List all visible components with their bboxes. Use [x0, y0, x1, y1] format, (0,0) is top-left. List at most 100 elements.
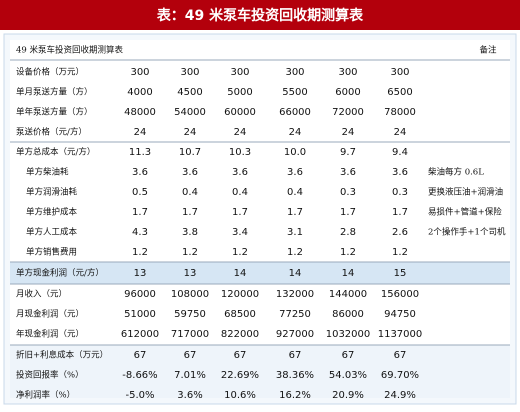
cell-value: 24	[234, 127, 247, 138]
row-label: 年现金利润（元）	[16, 329, 84, 340]
cell-value: 96000	[124, 289, 156, 300]
cell-value: 14	[234, 268, 247, 279]
cell-value: 24	[289, 127, 302, 138]
row-label: 月现金利润（元）	[16, 309, 84, 320]
cell-value: 3.6	[287, 167, 303, 178]
header-note: 备注	[479, 45, 497, 56]
cell-value: 822000	[221, 329, 259, 340]
cell-value: 0.5	[132, 187, 148, 198]
cell-value: 5500	[282, 87, 307, 98]
cell-value: 156000	[381, 289, 419, 300]
cell-value: 3.1	[287, 227, 303, 238]
cell-value: 1032000	[326, 329, 371, 340]
cell-value: 59750	[174, 309, 206, 320]
row-note: 柴油每方 0.6L	[428, 167, 484, 178]
cell-value: 3.6	[182, 167, 198, 178]
cell-value: 1137000	[378, 329, 423, 340]
cell-value: 10.0	[284, 147, 306, 158]
row-note: 易损件+管道+保险	[428, 207, 502, 218]
cell-value: 24	[134, 127, 147, 138]
row-label: 净利润率（%）	[16, 390, 75, 401]
cell-value: 300	[180, 67, 199, 78]
cell-value: 4.3	[132, 227, 148, 238]
cell-value: 1.7	[182, 207, 198, 218]
cell-value: 144000	[329, 289, 367, 300]
header-title: 49 米泵车投资回收期测算表	[16, 45, 124, 56]
row-note: 2个操作手+1个司机	[428, 227, 506, 238]
cell-value: 94750	[384, 309, 416, 320]
row-label: 单方维护成本	[26, 207, 78, 218]
row-label: 单方人工成本	[26, 227, 78, 238]
cell-value: 10.7	[179, 147, 201, 158]
cell-value: 1.7	[392, 207, 408, 218]
cell-value: 24	[342, 127, 355, 138]
cell-value: 6500	[387, 87, 412, 98]
cell-value: 14	[342, 268, 355, 279]
row-label: 单方润滑油耗	[26, 187, 78, 198]
title: 表：49 米泵车投资回收期测算表	[156, 7, 364, 24]
cell-value: 7.01%	[174, 370, 206, 381]
cell-value: 1.7	[287, 207, 303, 218]
cell-value: 120000	[221, 289, 259, 300]
cell-value: 51000	[124, 309, 156, 320]
cell-value: 3.6%	[177, 390, 202, 401]
row-label: 单月泵送方量（方）	[16, 87, 93, 98]
cell-value: -5.0%	[125, 390, 154, 401]
cell-value: 72000	[332, 107, 364, 118]
cell-value: 48000	[124, 107, 156, 118]
cell-value: 300	[285, 67, 304, 78]
cell-value: -8.66%	[122, 370, 157, 381]
cell-value: 13	[134, 268, 147, 279]
cell-value: 300	[338, 67, 357, 78]
cell-value: 2.6	[392, 227, 408, 238]
row-label: 单方柴油耗	[26, 167, 69, 178]
bottom-band	[10, 345, 510, 398]
row-label: 投资回报率（%）	[16, 370, 84, 381]
cell-value: 67	[234, 350, 247, 361]
cell-value: 38.36%	[276, 370, 314, 381]
cell-value: 66000	[279, 107, 311, 118]
row-label: 月收入（元）	[16, 289, 67, 300]
cell-value: 1.2	[232, 247, 248, 258]
cell-value: 1.2	[340, 247, 356, 258]
cell-value: 0.4	[182, 187, 198, 198]
cell-value: 1.2	[182, 247, 198, 258]
cell-value: 67	[394, 350, 407, 361]
cell-value: 612000	[121, 329, 159, 340]
cell-value: 67	[289, 350, 302, 361]
cell-value: 3.6	[392, 167, 408, 178]
cell-value: 6000	[335, 87, 360, 98]
cell-value: 3.6	[340, 167, 356, 178]
cell-value: 24	[394, 127, 407, 138]
cell-value: 67	[342, 350, 355, 361]
cell-value: 24.9%	[384, 390, 416, 401]
highlight-band	[10, 262, 510, 284]
cell-value: 1.7	[340, 207, 356, 218]
cell-value: 68500	[224, 309, 256, 320]
cell-value: 16.2%	[279, 390, 311, 401]
cell-value: 14	[289, 268, 302, 279]
cell-value: 20.9%	[332, 390, 364, 401]
cell-value: 0.4	[287, 187, 303, 198]
cell-value: 67	[184, 350, 197, 361]
row-label: 设备价格（万元）	[16, 67, 84, 78]
cell-value: 5000	[227, 87, 252, 98]
cell-value: 86000	[332, 309, 364, 320]
cell-value: 22.69%	[221, 370, 259, 381]
cell-value: 11.3	[129, 147, 151, 158]
cell-value: 1.2	[287, 247, 303, 258]
cell-value: 10.6%	[224, 390, 256, 401]
cell-value: 132000	[276, 289, 314, 300]
row-note: 更换液压油+润滑油	[428, 187, 503, 198]
title-bar	[0, 0, 520, 30]
cell-value: 1.2	[132, 247, 148, 258]
cell-value: 1.2	[392, 247, 408, 258]
cell-value: 1.7	[232, 207, 248, 218]
cell-value: 67	[134, 350, 147, 361]
cell-value: 15	[394, 268, 407, 279]
cell-value: 24	[184, 127, 197, 138]
cell-value: 9.4	[392, 147, 408, 158]
row-label: 单年泵送方量（方）	[16, 107, 93, 118]
cell-value: 54.03%	[329, 370, 367, 381]
